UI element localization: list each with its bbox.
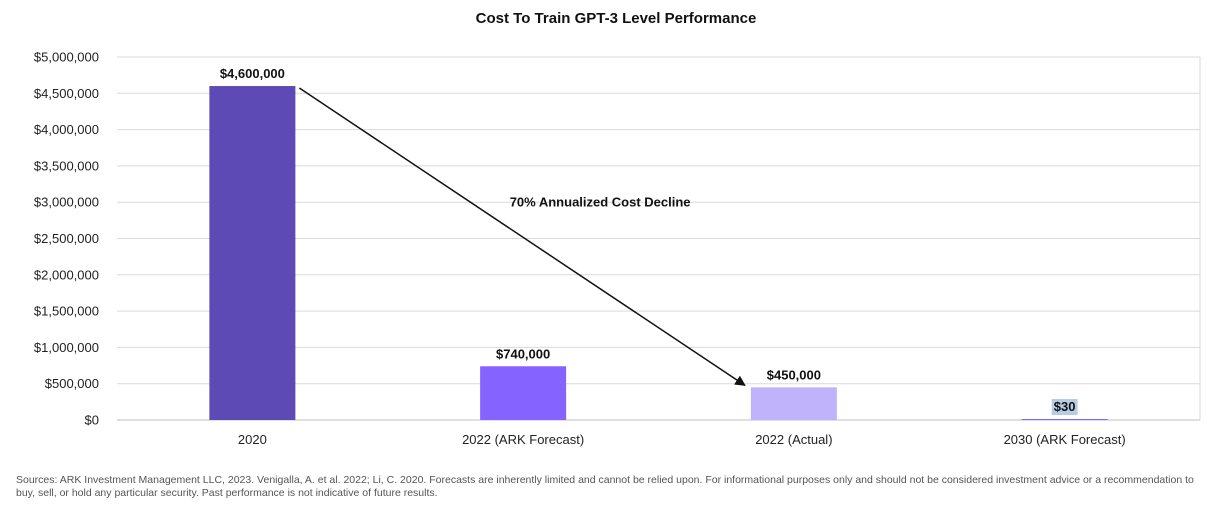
annotation: 70% Annualized Cost Decline — [298, 87, 746, 386]
annotation-label: 70% Annualized Cost Decline — [510, 195, 691, 210]
x-tick-label: 2022 (ARK Forecast) — [462, 432, 584, 447]
y-tick-label: $4,000,000 — [34, 122, 99, 137]
y-tick-label: $3,500,000 — [34, 158, 99, 173]
bar — [480, 366, 567, 420]
x-axis-ticks: 2020 2022 (ARK Forecast) 2022 (Actual) 2030… — [238, 432, 1126, 447]
sources-footnote: Sources: ARK Investment Management LLC, … — [16, 474, 1194, 499]
y-tick-label: $5,000,000 — [34, 50, 99, 65]
bars — [209, 86, 1108, 420]
gridlines — [117, 56, 1201, 421]
data-label: $450,000 — [767, 367, 821, 382]
y-tick-label: $4,500,000 — [34, 86, 99, 101]
bar-chart: $0 $500,000 $1,000,000 $1,500,000 $2,000,000… — [34, 50, 1201, 447]
bar — [209, 86, 296, 420]
decline-arrow — [298, 87, 746, 386]
chart-title: Cost To Train GPT-3 Level Performance — [475, 10, 757, 27]
y-tick-label: $3,000,000 — [34, 195, 99, 210]
x-tick-label: 2030 (ARK Forecast) — [1004, 432, 1126, 447]
data-label-highlight — [1051, 399, 1078, 415]
y-tick-label: $500,000 — [45, 376, 99, 391]
x-tick-label: 2022 (Actual) — [755, 432, 832, 447]
x-tick-label: 2020 — [238, 432, 267, 447]
y-tick-label: $2,500,000 — [34, 231, 99, 246]
y-tick-label: $1,500,000 — [34, 304, 99, 319]
data-labels: $4,600,000 $740,000 $450,000 $30 — [220, 66, 1078, 415]
y-tick-label: $2,000,000 — [34, 267, 99, 282]
y-tick-label: $0 — [85, 413, 99, 428]
bar — [750, 387, 837, 420]
data-label: $740,000 — [496, 346, 550, 361]
bar — [1021, 419, 1108, 420]
data-label: $4,600,000 — [220, 66, 285, 81]
y-axis-ticks: $0 $500,000 $1,000,000 $1,500,000 $2,000,000… — [34, 50, 99, 428]
y-tick-label: $1,000,000 — [34, 340, 99, 355]
data-label: $30 — [1054, 399, 1076, 414]
